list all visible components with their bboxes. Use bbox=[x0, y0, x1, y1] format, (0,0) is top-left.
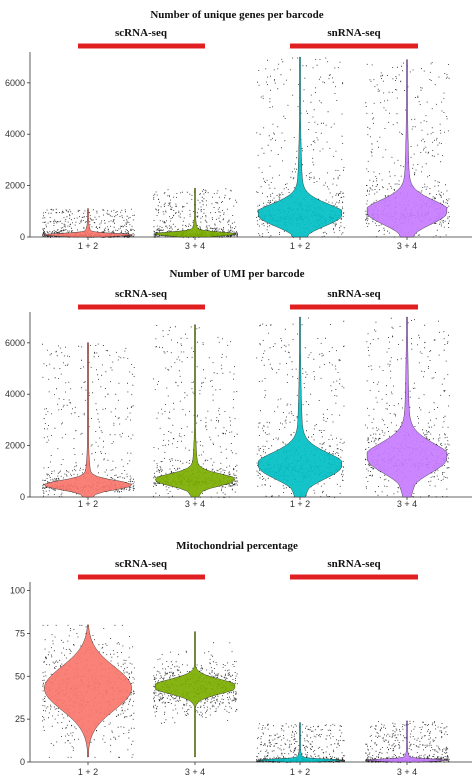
points-4 bbox=[365, 62, 450, 238]
y-tick-label: 0 bbox=[20, 232, 25, 242]
y-tick-label: 6000 bbox=[5, 78, 25, 88]
group-label: snRNA-seq bbox=[327, 558, 381, 570]
y-tick-label: 2000 bbox=[5, 441, 25, 451]
x-tick-label: 1 + 2 bbox=[290, 767, 310, 777]
panel-3: Mitochondrial percentage scRNA-seq snRNA-s… bbox=[10, 540, 472, 777]
y-tick-label: 75 bbox=[15, 628, 25, 638]
violin-4 bbox=[366, 316, 448, 498]
group-label: scRNA-seq bbox=[115, 27, 168, 39]
x-tick-label: 3 + 4 bbox=[185, 767, 205, 777]
y-tick-label: 4000 bbox=[5, 129, 25, 139]
x-tick-label: 1 + 2 bbox=[78, 499, 98, 509]
jitter-points bbox=[42, 208, 135, 238]
chart-title: Number of unique genes per barcode bbox=[150, 9, 323, 21]
group-label: snRNA-seq bbox=[327, 288, 381, 300]
chart-title: Mitochondrial percentage bbox=[176, 540, 298, 552]
violin-4 bbox=[367, 720, 447, 763]
violin-3 bbox=[258, 316, 342, 498]
group-label: snRNA-seq bbox=[327, 27, 381, 39]
group-bar bbox=[290, 574, 418, 580]
group-label: scRNA-seq bbox=[115, 288, 168, 300]
violin-1 bbox=[44, 208, 132, 238]
violin-2 bbox=[154, 631, 236, 758]
panel-1: Number of unique genes per barcode scRNA-… bbox=[5, 9, 472, 251]
violin-1 bbox=[44, 624, 132, 758]
jitter-points bbox=[365, 720, 450, 763]
group-bar bbox=[290, 304, 418, 310]
group-bar bbox=[290, 43, 418, 49]
violin-3 bbox=[258, 722, 342, 763]
x-tick-label: 1 + 2 bbox=[78, 241, 98, 251]
group-bar bbox=[78, 304, 205, 310]
points-1 bbox=[42, 208, 135, 238]
y-tick-label: 4000 bbox=[5, 389, 25, 399]
violin-2 bbox=[154, 188, 236, 238]
x-tick-label: 1 + 2 bbox=[290, 499, 310, 509]
y-tick-label: 0 bbox=[20, 492, 25, 502]
violin-1 bbox=[43, 342, 133, 498]
chart-title: Number of UMI per barcode bbox=[169, 268, 304, 280]
y-tick-label: 2000 bbox=[5, 181, 25, 191]
y-tick-label: 0 bbox=[20, 757, 25, 767]
y-tick-label: 25 bbox=[15, 714, 25, 724]
y-tick-label: 50 bbox=[15, 671, 25, 681]
violin-4 bbox=[366, 59, 448, 238]
group-bar bbox=[78, 43, 205, 49]
group-label: scRNA-seq bbox=[115, 558, 168, 570]
x-tick-label: 1 + 2 bbox=[290, 241, 310, 251]
group-bar bbox=[78, 574, 205, 580]
x-tick-label: 3 + 4 bbox=[185, 499, 205, 509]
y-tick-label: 6000 bbox=[5, 338, 25, 348]
violin-2 bbox=[154, 324, 236, 498]
x-tick-label: 1 + 2 bbox=[78, 767, 98, 777]
x-tick-label: 3 + 4 bbox=[397, 241, 417, 251]
x-tick-label: 3 + 4 bbox=[185, 241, 205, 251]
x-tick-label: 3 + 4 bbox=[397, 499, 417, 509]
jitter-points bbox=[365, 62, 450, 238]
violin-3 bbox=[258, 56, 342, 238]
x-tick-label: 3 + 4 bbox=[397, 767, 417, 777]
points-4 bbox=[365, 720, 450, 763]
y-tick-label: 100 bbox=[10, 586, 25, 596]
